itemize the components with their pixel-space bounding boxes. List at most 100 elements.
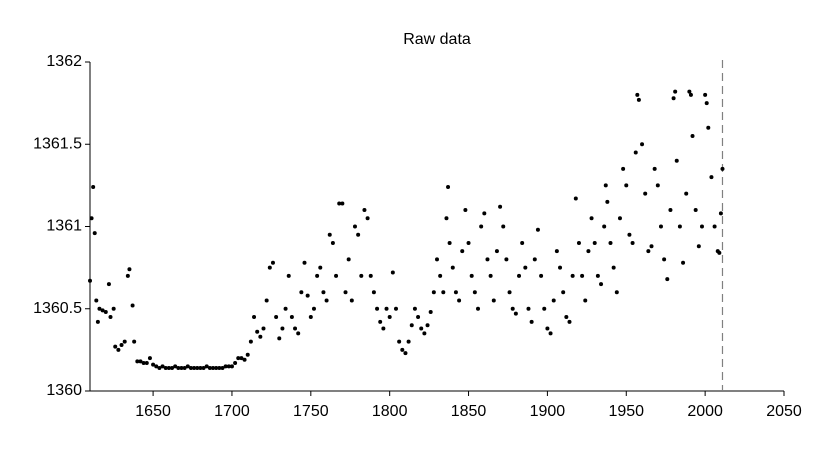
point <box>425 323 430 328</box>
point <box>586 249 591 254</box>
point <box>592 240 597 245</box>
point <box>327 232 332 237</box>
point <box>91 185 96 190</box>
x-tick-label: 1850 <box>451 403 487 420</box>
x-tick-label: 2050 <box>766 403 802 420</box>
point <box>720 166 725 171</box>
point <box>684 191 689 196</box>
point <box>296 331 301 336</box>
point <box>258 334 263 339</box>
point <box>368 273 373 278</box>
point <box>703 92 708 97</box>
point <box>337 201 342 206</box>
point <box>92 231 97 236</box>
point <box>365 216 370 221</box>
point <box>245 352 250 357</box>
point <box>504 257 509 262</box>
point <box>393 306 398 311</box>
point <box>119 342 124 347</box>
point <box>166 365 171 370</box>
point <box>289 314 294 319</box>
point <box>270 260 275 265</box>
point <box>147 356 152 361</box>
point <box>712 224 717 229</box>
point <box>658 224 663 229</box>
point <box>195 365 200 370</box>
point <box>100 308 105 313</box>
point <box>422 331 427 336</box>
point <box>242 357 247 362</box>
point <box>469 273 474 278</box>
point <box>696 244 701 249</box>
point <box>192 365 197 370</box>
point <box>704 101 709 106</box>
point <box>207 365 212 370</box>
point <box>122 339 127 344</box>
x-tick-label: 2000 <box>687 403 723 420</box>
point <box>699 224 704 229</box>
point <box>513 311 518 316</box>
point <box>652 166 657 171</box>
point <box>671 96 676 101</box>
point <box>182 365 187 370</box>
point <box>539 273 544 278</box>
point <box>113 344 118 349</box>
point <box>646 249 651 254</box>
point <box>494 249 499 254</box>
point <box>283 306 288 311</box>
point <box>655 183 660 188</box>
point <box>311 306 316 311</box>
point <box>447 240 452 245</box>
point <box>576 240 581 245</box>
point <box>299 290 304 295</box>
point <box>293 326 298 331</box>
point <box>130 303 135 308</box>
point <box>406 339 411 344</box>
point <box>132 339 137 344</box>
point <box>144 361 149 366</box>
point <box>157 365 162 370</box>
point <box>457 298 462 303</box>
point <box>706 125 711 130</box>
point <box>485 257 490 262</box>
point <box>523 265 528 270</box>
point <box>438 273 443 278</box>
point <box>488 273 493 278</box>
point <box>501 224 506 229</box>
chart-title: Raw data <box>403 31 471 48</box>
point <box>340 201 345 206</box>
point <box>662 257 667 262</box>
point <box>375 306 380 311</box>
point <box>286 273 291 278</box>
point <box>170 365 175 370</box>
point <box>352 224 357 229</box>
point <box>343 290 348 295</box>
point <box>554 249 559 254</box>
point <box>627 232 632 237</box>
point <box>573 196 578 201</box>
point <box>371 290 376 295</box>
point <box>603 183 608 188</box>
point <box>633 150 638 155</box>
point <box>507 290 512 295</box>
point <box>441 290 446 295</box>
point <box>135 359 140 364</box>
point <box>185 364 190 369</box>
point <box>302 260 307 265</box>
point <box>668 208 673 213</box>
point <box>173 364 178 369</box>
point <box>89 216 94 221</box>
x-tick-label: 1950 <box>608 403 644 420</box>
y-tick-label: 1361 <box>46 218 82 235</box>
point <box>479 224 484 229</box>
point <box>630 240 635 245</box>
point <box>116 347 121 352</box>
point <box>690 134 695 139</box>
point <box>305 293 310 298</box>
point <box>450 265 455 270</box>
point <box>111 306 116 311</box>
point <box>214 365 219 370</box>
point <box>359 273 364 278</box>
point <box>176 365 181 370</box>
point <box>472 290 477 295</box>
